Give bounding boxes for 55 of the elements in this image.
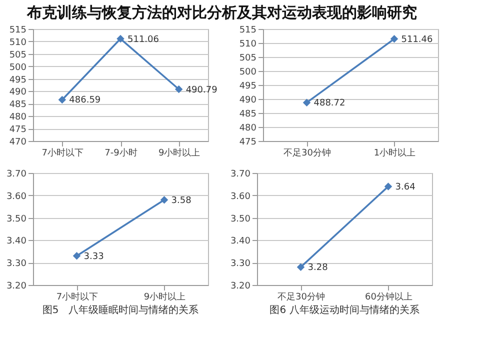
data-label: 490.79	[186, 85, 218, 96]
y-tick-label: 515	[239, 26, 256, 36]
x-tick-label: 不足30分钟	[284, 148, 331, 158]
y-tick-label: 3.30	[6, 259, 27, 270]
y-tick-label: 480	[9, 112, 27, 123]
y-tick-label: 3.60	[230, 192, 251, 202]
point	[174, 85, 183, 94]
data-label: 3.33	[84, 252, 104, 262]
y-tick-label: 3.20	[230, 282, 251, 292]
y-tick-label: 485	[239, 110, 256, 120]
y-tick-label: 485	[9, 100, 26, 110]
y-tick-label: 505	[9, 50, 26, 60]
y-tick-label: 3.40	[230, 236, 251, 247]
data-label: 3.28	[308, 263, 328, 274]
x-tick-label: 60分钟以上	[365, 292, 412, 302]
x-tick-label: 7-9小时	[104, 148, 138, 158]
y-tick-label: 3.20	[6, 282, 27, 292]
x-tick-label: 9小时以上	[158, 148, 200, 158]
y-tick-label: 480	[239, 124, 257, 134]
y-tick-label: 3.70	[6, 170, 27, 180]
y-tick-label: 505	[239, 54, 256, 64]
point	[116, 34, 124, 43]
caption: 图5 八年级睡眠时间与情绪的关系	[42, 304, 199, 316]
y-tick-label: 470	[9, 138, 27, 148]
x-tick-label: 不足30分钟	[278, 292, 325, 302]
y-tick-label: 475	[9, 125, 26, 136]
x-tick-label: 7小时以下	[42, 148, 84, 158]
data-label: 3.64	[395, 182, 416, 192]
data-label: 511.46	[401, 34, 434, 45]
data-label: 511.06	[128, 34, 160, 45]
y-tick-label: 3.40	[6, 236, 27, 247]
y-tick-label: 510	[239, 40, 257, 50]
y-tick-label: 490	[9, 88, 27, 98]
x-tick-label: 1小时以上	[374, 148, 416, 158]
y-tick-label: 490	[239, 96, 257, 106]
x-tick-label: 7小时以下	[56, 292, 98, 302]
y-tick-label: 515	[9, 26, 26, 36]
y-tick-label: 500	[9, 62, 27, 73]
y-tick-label: 500	[239, 68, 257, 78]
y-tick-label: 495	[239, 82, 256, 92]
y-tick-label: 3.70	[230, 170, 251, 180]
y-tick-label: 3.60	[6, 192, 27, 202]
data-label: 488.72	[314, 98, 346, 109]
y-tick-label: 3.50	[230, 214, 251, 224]
y-tick-label: 475	[239, 138, 256, 148]
caption: 图6 八年级运动时间与情绪的关系	[270, 304, 420, 316]
chart-title: 布克训练与恢复方法的对比分析及其对运动表现的影响研究	[26, 4, 417, 22]
y-tick-label: 495	[9, 75, 26, 86]
x-tick-label: 9小时以上	[144, 292, 186, 302]
point	[58, 96, 66, 104]
data-label: 3.58	[171, 196, 192, 206]
y-tick-label: 3.50	[6, 214, 27, 224]
y-tick-label: 510	[9, 38, 27, 48]
data-label: 486.59	[69, 96, 101, 106]
y-tick-label: 3.30	[230, 259, 251, 270]
